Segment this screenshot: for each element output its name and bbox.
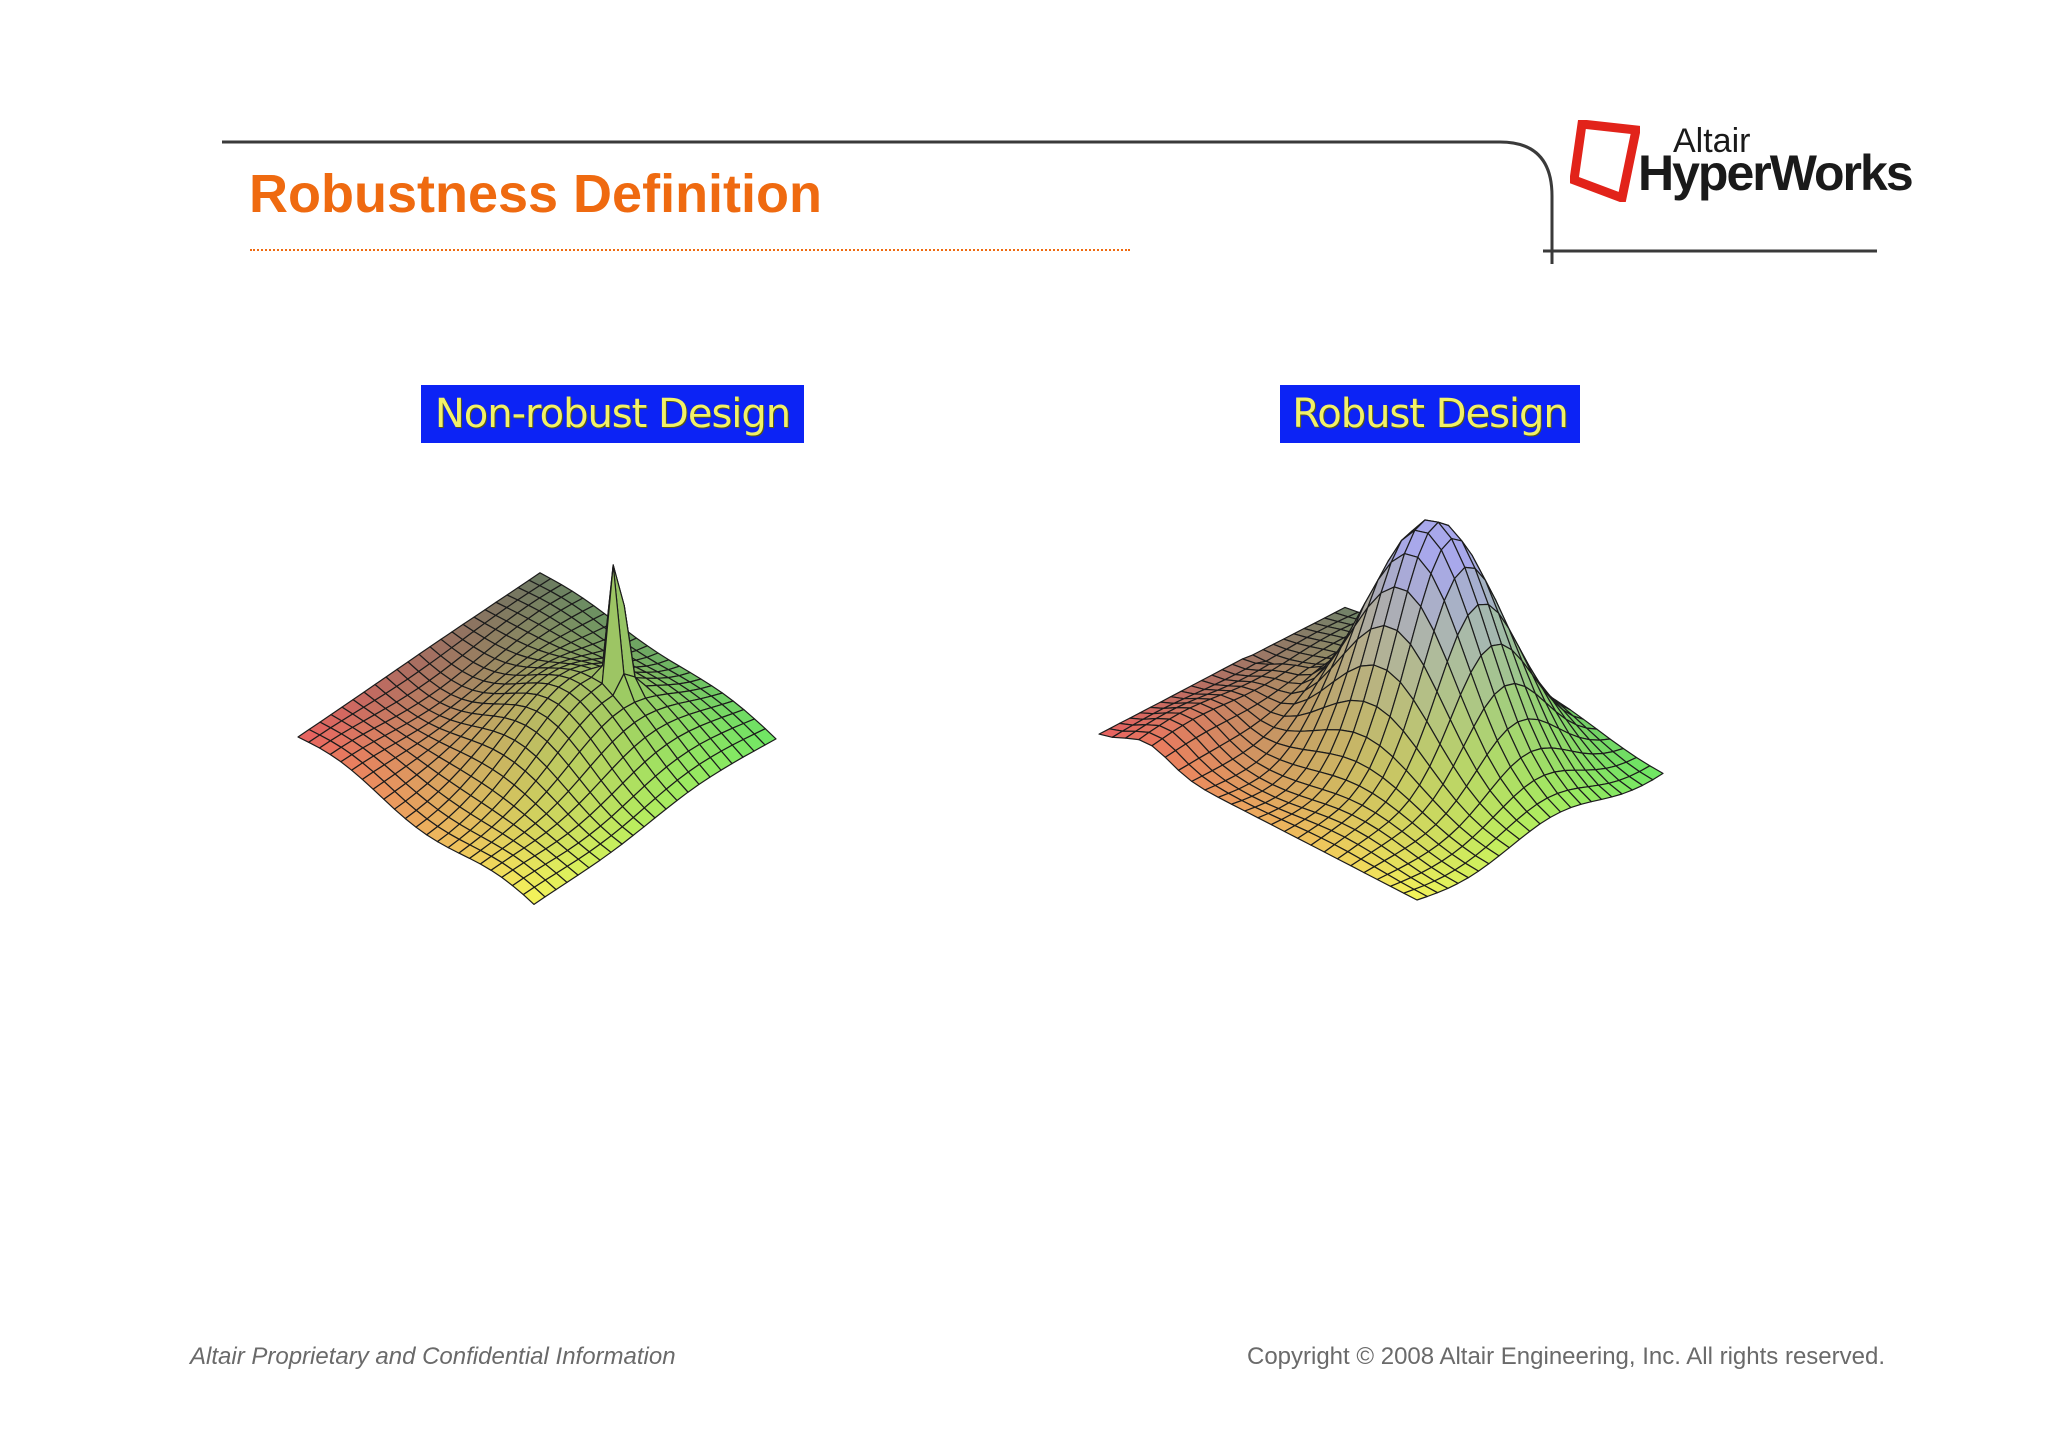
logo-altair-text: Altair: [1673, 122, 1751, 160]
footer-confidential-note: Altair Proprietary and Confidential Info…: [190, 1343, 676, 1370]
hyperworks-mark-icon: [1570, 120, 1640, 202]
robust-surface-plot: [1098, 519, 1664, 901]
altair-hyperworks-logo: Altair HyperWorks: [1570, 118, 1914, 208]
page-title: Robustness Definition: [249, 164, 823, 224]
nonrobust-design-label: Non-robust Design: [421, 385, 804, 443]
robust-design-label: Robust Design: [1280, 385, 1580, 443]
nonrobust-surface-plot: [297, 564, 777, 905]
title-underline: [250, 249, 1130, 251]
logo-hyperworks-text: HyperWorks: [1638, 145, 1914, 201]
footer-copyright: Copyright © 2008 Altair Engineering, Inc…: [1246, 1343, 1885, 1370]
